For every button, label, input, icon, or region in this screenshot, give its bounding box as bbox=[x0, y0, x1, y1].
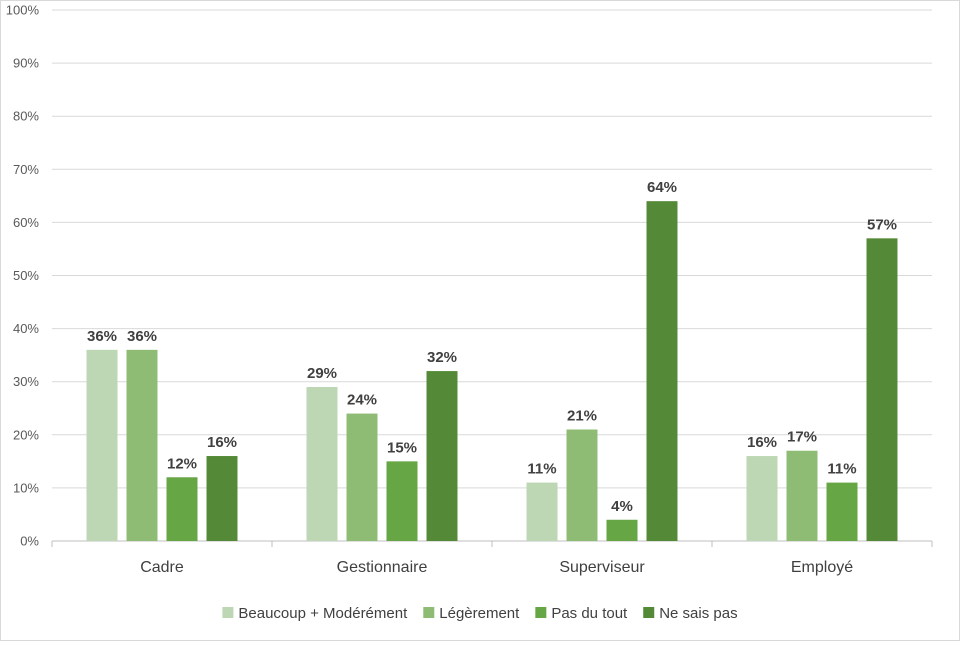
data-label: 11% bbox=[827, 461, 856, 478]
legend-label: Beaucoup + Modérément bbox=[238, 605, 408, 622]
data-label: 24% bbox=[347, 392, 377, 409]
bars bbox=[86, 201, 898, 541]
bar bbox=[386, 461, 418, 541]
y-axis-ticks: 0% 10% 20% 30% 40% 50% 60% 70% 80% 90% 100% bbox=[6, 3, 40, 549]
y-tick-label: 90% bbox=[13, 56, 39, 71]
bar bbox=[346, 413, 378, 541]
bar bbox=[426, 371, 458, 541]
data-label: 11% bbox=[527, 461, 556, 478]
x-tick-label: Cadre bbox=[140, 559, 184, 576]
data-label: 16% bbox=[207, 434, 237, 451]
data-label: 17% bbox=[787, 429, 817, 446]
legend-swatch bbox=[643, 607, 655, 618]
y-tick-label: 40% bbox=[13, 321, 39, 336]
bar bbox=[646, 201, 678, 541]
data-label: 36% bbox=[87, 328, 117, 345]
legend-swatch bbox=[423, 607, 435, 618]
legend-swatch bbox=[222, 607, 234, 618]
data-label: 32% bbox=[427, 349, 457, 366]
y-tick-label: 80% bbox=[13, 109, 39, 124]
y-tick-label: 50% bbox=[13, 268, 39, 283]
bar bbox=[126, 349, 158, 541]
legend-item: Légèrement bbox=[423, 605, 520, 622]
legend-label: Pas du tout bbox=[551, 605, 628, 622]
y-tick-label: 30% bbox=[13, 374, 39, 389]
data-label: 64% bbox=[647, 179, 677, 196]
data-label: 36% bbox=[127, 328, 157, 345]
bar bbox=[566, 429, 598, 541]
bar bbox=[866, 238, 898, 541]
legend-item: Pas du tout bbox=[535, 605, 628, 622]
legend: Beaucoup + Modérément Légèrement Pas du to… bbox=[222, 605, 738, 622]
bar bbox=[166, 477, 198, 541]
data-label: 21% bbox=[567, 407, 597, 424]
data-label: 57% bbox=[867, 216, 897, 233]
data-label: 29% bbox=[307, 365, 337, 382]
x-axis: Cadre Gestionnaire Superviseur Employé bbox=[51, 541, 933, 576]
bar bbox=[526, 482, 558, 541]
x-tick-label: Gestionnaire bbox=[337, 559, 428, 576]
legend-swatch bbox=[535, 607, 547, 618]
y-tick-label: 20% bbox=[13, 427, 39, 442]
y-tick-label: 0% bbox=[20, 534, 39, 549]
data-label: 4% bbox=[611, 498, 633, 515]
bar bbox=[306, 387, 338, 541]
data-labels: 36% 36% 12% 16% 29% 24% 15% 32% 11% 21% 4% 64% 16% 17… bbox=[87, 179, 897, 515]
y-tick-label: 60% bbox=[13, 215, 39, 230]
bar bbox=[206, 456, 238, 541]
bar bbox=[826, 482, 858, 541]
data-label: 16% bbox=[747, 434, 777, 451]
data-label: 12% bbox=[167, 455, 197, 472]
legend-label: Ne sais pas bbox=[659, 605, 737, 622]
y-tick-label: 10% bbox=[13, 480, 39, 495]
legend-item: Ne sais pas bbox=[643, 605, 738, 622]
legend-item: Beaucoup + Modérément bbox=[222, 605, 408, 622]
bar bbox=[746, 456, 778, 541]
bar bbox=[786, 450, 818, 541]
bar bbox=[86, 349, 118, 541]
x-tick-label: Superviseur bbox=[559, 559, 645, 576]
bar bbox=[606, 519, 638, 541]
y-tick-label: 100% bbox=[6, 3, 40, 18]
gridlines bbox=[52, 9, 932, 542]
legend-label: Légèrement bbox=[439, 605, 520, 622]
y-tick-label: 70% bbox=[13, 162, 39, 177]
x-tick-label: Employé bbox=[791, 559, 853, 576]
data-label: 15% bbox=[387, 439, 417, 456]
